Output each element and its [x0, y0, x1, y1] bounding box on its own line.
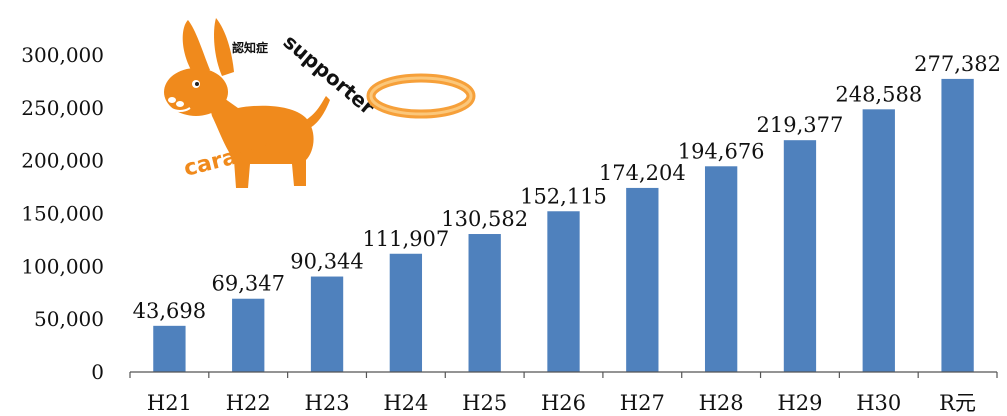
data-label: 111,907 — [362, 227, 449, 251]
bars-group — [153, 78, 974, 372]
logo-supporter-text: supporter — [279, 29, 380, 119]
y-tick-label: 250,000 — [21, 96, 104, 120]
caravan-donkey-logo: 認知症 supporter caravan — [164, 18, 380, 188]
x-axis-ticks — [129, 372, 998, 378]
data-labels-group: 43,69869,34790,344111,907130,582152,1151… — [133, 52, 1001, 323]
bar — [862, 109, 895, 372]
bar — [704, 166, 738, 372]
bar — [547, 211, 580, 372]
bar — [626, 187, 659, 372]
x-category-label: H21 — [147, 391, 192, 415]
bar — [232, 298, 265, 372]
data-label: 43,698 — [133, 299, 206, 323]
y-axis-tick-labels: 0 50,000 100,000 150,000 200,000 250,000 300,0… — [21, 43, 104, 384]
y-tick-label: 100,000 — [21, 254, 104, 278]
data-label: 152,115 — [520, 184, 607, 208]
logo-kanji-text: 認知症 — [232, 40, 268, 55]
x-category-label: H28 — [699, 391, 744, 415]
x-category-label: H22 — [226, 391, 271, 415]
x-category-label: H27 — [620, 391, 665, 415]
data-label: 248,588 — [835, 82, 922, 106]
x-category-label: H30 — [856, 391, 901, 415]
bar — [468, 234, 501, 372]
data-label: 174,204 — [599, 161, 686, 185]
bar — [310, 276, 344, 372]
data-label: 90,344 — [290, 250, 363, 274]
bar — [783, 140, 817, 372]
x-category-label: H23 — [305, 391, 350, 415]
y-tick-label: 50,000 — [34, 307, 104, 331]
y-tick-label: 150,000 — [21, 202, 104, 226]
x-category-label: H26 — [541, 391, 586, 415]
data-label: 194,676 — [678, 139, 765, 163]
x-category-label: H29 — [777, 391, 822, 415]
y-tick-label: 300,000 — [21, 43, 104, 67]
data-label: 219,377 — [757, 113, 844, 137]
bar — [153, 325, 186, 372]
x-category-label: H25 — [462, 391, 507, 415]
data-label: 69,347 — [211, 272, 284, 296]
data-label: 277,382 — [914, 52, 1001, 76]
x-category-label: R元 — [939, 391, 976, 415]
bar — [941, 78, 974, 372]
data-label: 130,582 — [441, 207, 528, 231]
bar — [389, 253, 423, 372]
orange-wristband-icon — [366, 73, 476, 119]
x-axis-category-labels: H21 H22 H23 H24 H25 H26 H27 H28 H29 H30 R元 — [147, 391, 976, 415]
y-tick-label: 0 — [91, 360, 104, 384]
y-tick-label: 200,000 — [21, 149, 104, 173]
x-category-label: H24 — [383, 391, 428, 415]
